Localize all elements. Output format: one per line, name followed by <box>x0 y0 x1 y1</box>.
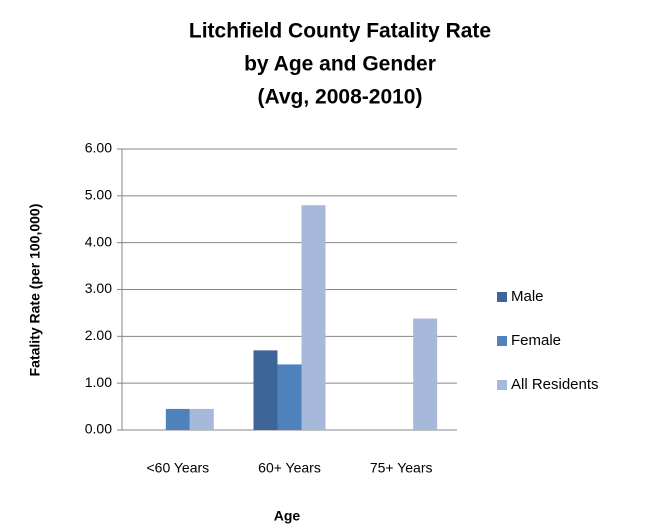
bar <box>301 205 326 430</box>
x-tick-label: <60 Years <box>146 460 209 476</box>
legend-label: Male <box>511 288 544 305</box>
bar <box>277 364 302 430</box>
y-tick-label: 3.00 <box>85 280 112 296</box>
bar <box>165 408 190 430</box>
x-tick-label: 75+ Years <box>370 460 433 476</box>
legend-label: Female <box>511 332 561 349</box>
chart-title: Litchfield County Fatality Rate <box>189 20 491 43</box>
bar <box>253 350 278 430</box>
legend-swatch <box>497 336 507 346</box>
legend-swatch <box>497 292 507 302</box>
x-axis-title: Age <box>274 508 301 524</box>
y-tick-label: 4.00 <box>85 233 112 249</box>
y-axis-title: Fatality Rate (per 100,000) <box>27 204 43 377</box>
legend-swatch <box>497 380 507 390</box>
y-tick-label: 6.00 <box>85 140 112 156</box>
chart-title: (Avg, 2008-2010) <box>258 86 423 109</box>
y-tick-label: 1.00 <box>85 374 112 390</box>
x-tick-label: 60+ Years <box>258 460 321 476</box>
chart-title: by Age and Gender <box>244 53 436 76</box>
y-tick-label: 2.00 <box>85 327 112 343</box>
legend-label: All Residents <box>511 376 599 393</box>
y-tick-label: 5.00 <box>85 187 112 203</box>
y-tick-label: 0.00 <box>85 421 112 437</box>
bar <box>189 408 214 430</box>
bar <box>413 318 438 430</box>
